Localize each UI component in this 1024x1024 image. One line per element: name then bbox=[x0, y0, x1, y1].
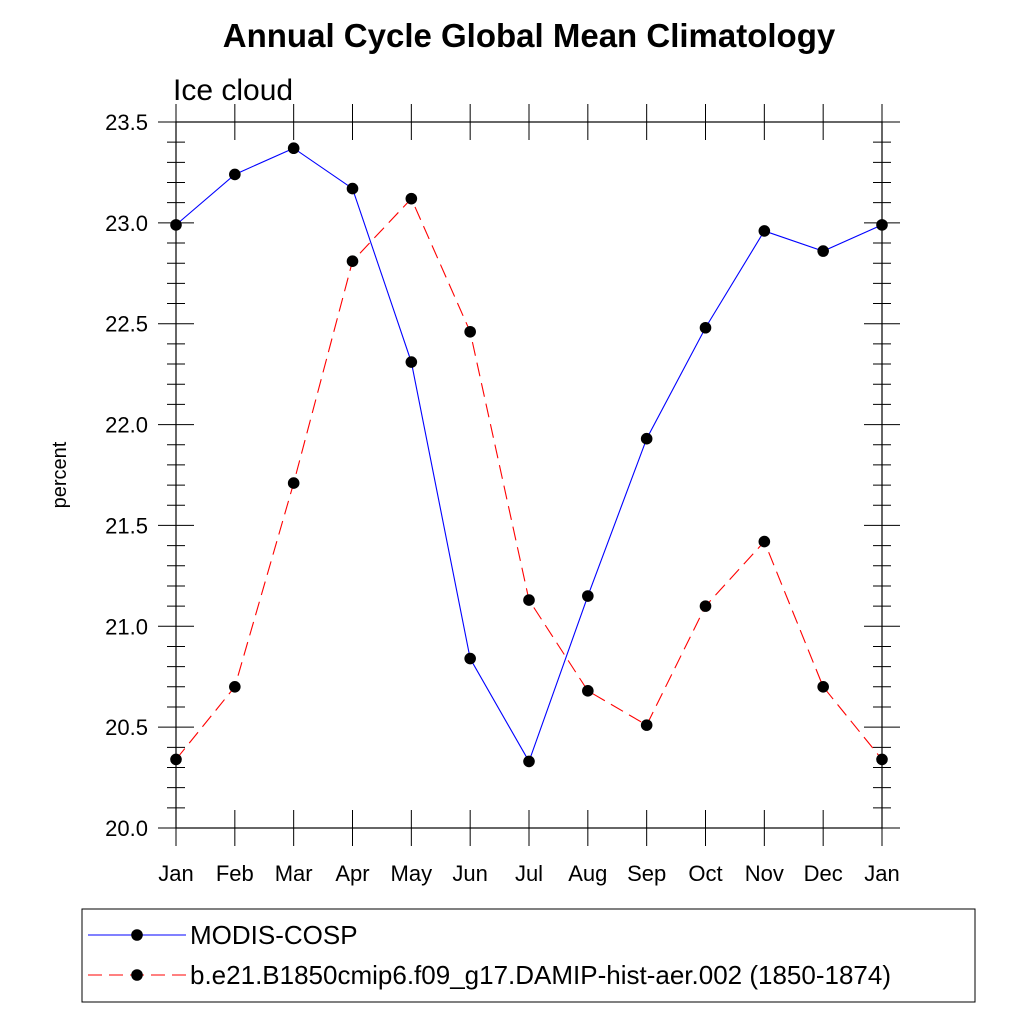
x-tick-label: Sep bbox=[627, 861, 666, 886]
x-tick-label: Dec bbox=[804, 861, 843, 886]
data-point bbox=[758, 225, 771, 237]
y-tick-label: 23.0 bbox=[105, 211, 148, 236]
y-tick-label: 23.5 bbox=[105, 110, 148, 135]
x-tick-label: Jun bbox=[452, 861, 487, 886]
chart-subtitle: Ice cloud bbox=[173, 74, 293, 107]
axes: 20.0 20.5 21.0 21.5 22.0 22.5 23.0 23.5 Jan Feb Ma… bbox=[105, 104, 900, 886]
data-point bbox=[405, 192, 418, 205]
series-line bbox=[175, 147, 883, 763]
data-point bbox=[170, 219, 182, 231]
y-axis-label: percent bbox=[49, 441, 71, 508]
x-tick-label: Feb bbox=[216, 861, 254, 886]
series-layer bbox=[170, 142, 888, 768]
legend-swatch-marker bbox=[131, 929, 143, 941]
data-point bbox=[523, 755, 535, 768]
x-tick-label: May bbox=[391, 861, 433, 886]
data-point bbox=[582, 685, 594, 697]
data-point bbox=[699, 600, 712, 612]
chart-title: Annual Cycle Global Mean Climatology bbox=[223, 17, 836, 54]
data-point bbox=[229, 681, 241, 693]
x-tick-label: Aug bbox=[568, 861, 607, 886]
x-tick-label: Oct bbox=[688, 861, 722, 886]
legend-entry-label: MODIS-COSP bbox=[190, 920, 358, 950]
data-point bbox=[170, 753, 182, 766]
data-point bbox=[640, 719, 653, 731]
data-point bbox=[346, 182, 359, 195]
data-point bbox=[346, 255, 359, 267]
series-group bbox=[170, 142, 888, 768]
x-tick-label: Apr bbox=[335, 861, 369, 886]
data-point bbox=[876, 753, 888, 766]
data-point bbox=[287, 142, 300, 155]
y-tick-label: 22.0 bbox=[105, 413, 148, 438]
y-tick-label: 21.0 bbox=[105, 614, 148, 639]
data-point bbox=[699, 321, 712, 334]
series-group bbox=[170, 192, 888, 766]
legend: MODIS-COSP b.e21.B1850cmip6.f09_g17.DAMIP… bbox=[81, 908, 976, 1003]
data-point bbox=[817, 681, 829, 693]
x-tick-label: Nov bbox=[745, 861, 784, 886]
x-tick-label: Mar bbox=[275, 861, 313, 886]
series-line bbox=[175, 197, 883, 760]
data-point bbox=[464, 652, 476, 665]
y-tick-label: 22.5 bbox=[105, 312, 148, 337]
data-point bbox=[229, 168, 241, 181]
y-tick-label: 21.5 bbox=[105, 513, 148, 538]
plot-frame bbox=[175, 121, 883, 829]
y-tick-label: 20.0 bbox=[105, 816, 148, 841]
legend-entry-label: b.e21.B1850cmip6.f09_g17.DAMIP-hist-aer.… bbox=[190, 960, 891, 990]
data-point bbox=[464, 325, 476, 338]
data-point bbox=[817, 245, 829, 257]
x-tick-label: Jul bbox=[515, 861, 543, 886]
data-point bbox=[287, 477, 300, 489]
data-point bbox=[523, 594, 535, 606]
legend-swatch-marker bbox=[131, 969, 143, 981]
data-point bbox=[582, 590, 594, 602]
data-point bbox=[640, 432, 653, 445]
data-point bbox=[758, 535, 771, 548]
data-point bbox=[405, 356, 418, 368]
data-point bbox=[876, 219, 888, 231]
legend-box bbox=[81, 908, 976, 1003]
x-tick-label: Jan bbox=[864, 861, 899, 886]
x-tick-label: Jan bbox=[158, 861, 193, 886]
y-tick-label: 20.5 bbox=[105, 715, 148, 740]
